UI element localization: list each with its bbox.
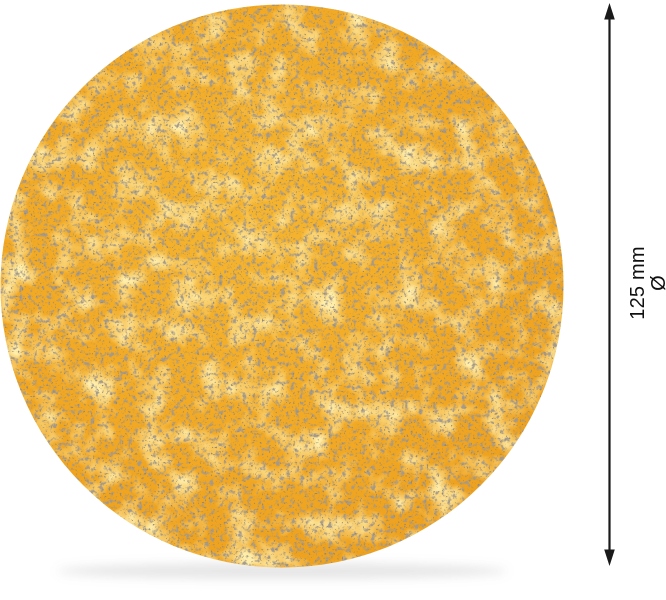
diameter-label: 125 mm Ø: [627, 246, 666, 320]
arrowhead-down-icon: [604, 549, 615, 566]
disc-grit-fine-texture: [0, 4, 564, 568]
diameter-symbol-icon: Ø: [648, 246, 666, 319]
diameter-value: 125 mm: [627, 246, 649, 320]
arrowhead-up-icon: [604, 3, 615, 20]
disc-shadow: [57, 563, 507, 579]
diameter-dimension-arrow: [604, 3, 615, 566]
